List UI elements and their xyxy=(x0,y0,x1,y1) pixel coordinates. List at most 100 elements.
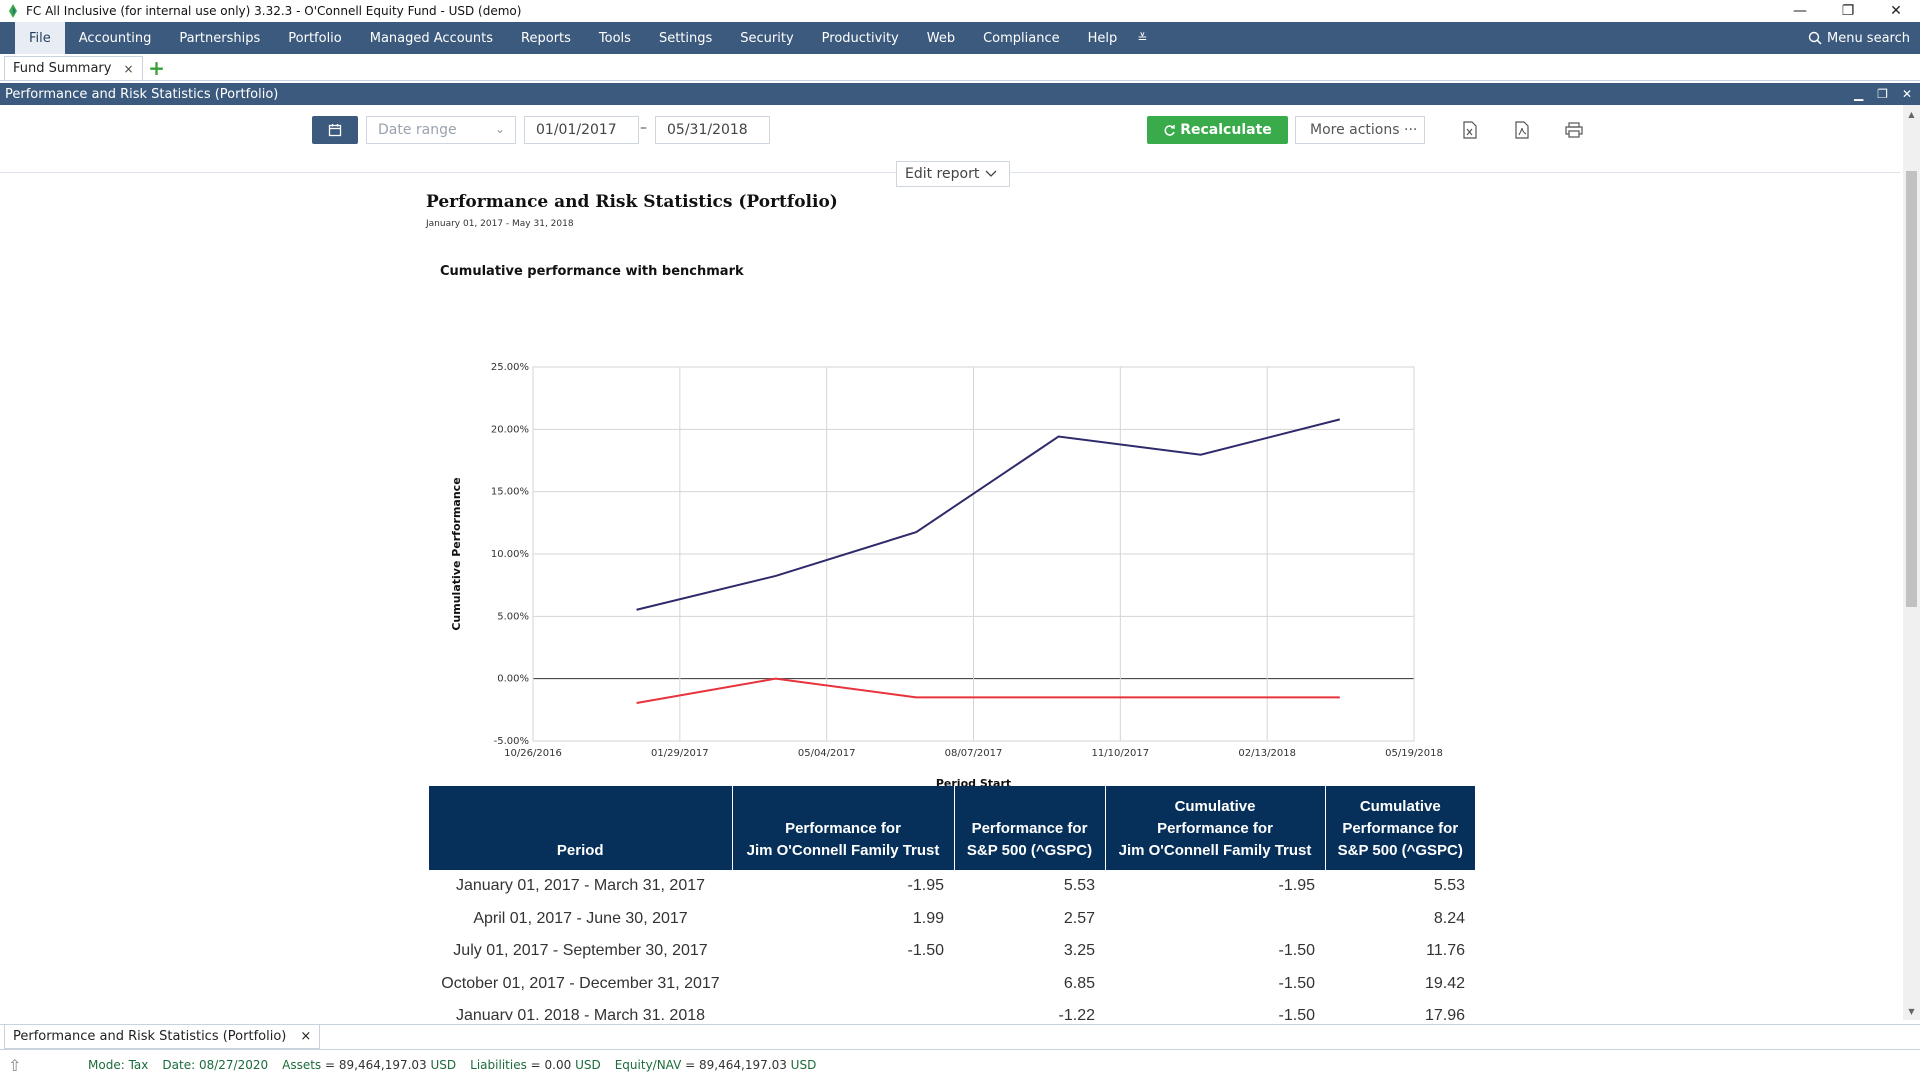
y-tick-label: 20.00% xyxy=(491,424,529,435)
x-tick-label: 08/07/2017 xyxy=(945,748,1003,759)
cell-cum-trust: -1.95 xyxy=(1278,877,1315,895)
export-pdf-icon[interactable] xyxy=(1510,118,1534,142)
arrow-up-icon[interactable]: ⇧ xyxy=(8,1055,22,1075)
more-actions-button[interactable]: More actions ··· xyxy=(1295,116,1425,144)
panel-title: Performance and Risk Statistics (Portfol… xyxy=(5,86,279,102)
menu-reports[interactable]: Reports xyxy=(521,30,571,46)
y-tick-label: 25.00% xyxy=(491,362,529,373)
table-row: April 01, 2017 - June 30, 2017 1.99 2.57… xyxy=(429,903,1475,936)
cell-cum-sp500: 19.42 xyxy=(1424,974,1465,992)
menu-productivity[interactable]: Productivity xyxy=(821,30,899,46)
series-line-trust xyxy=(636,677,1340,704)
x-tick-label: 02/13/2018 xyxy=(1238,748,1296,759)
cell-perf-sp500: -1.22 xyxy=(1058,1007,1095,1020)
date-range-select[interactable]: Date range ⌄ xyxy=(366,116,516,144)
minimize-icon[interactable]: — xyxy=(1793,3,1807,19)
series-line-sp500 xyxy=(636,418,1341,611)
x-tick-label: 05/19/2018 xyxy=(1385,748,1443,759)
cell-perf-trust: -1.95 xyxy=(907,877,944,895)
cell-period: April 01, 2017 - June 30, 2017 xyxy=(473,909,688,927)
status-mode: Mode: Tax xyxy=(88,1058,149,1072)
menu-partnerships[interactable]: Partnerships xyxy=(179,30,261,46)
x-tick-label: 11/10/2017 xyxy=(1092,748,1150,759)
menu-managed-accounts[interactable]: Managed Accounts xyxy=(369,30,494,46)
date-to-input[interactable]: 05/31/2018 xyxy=(655,116,770,144)
menu-compliance[interactable]: Compliance xyxy=(983,30,1060,46)
menu-help[interactable]: Help xyxy=(1087,30,1118,46)
date-separator: – xyxy=(640,120,647,136)
search-icon xyxy=(1808,31,1822,45)
report-subtitle: January 01, 2017 - May 31, 2018 xyxy=(426,219,574,229)
recalculate-button[interactable]: Recalculate xyxy=(1147,116,1288,144)
title-bar: FC All Inclusive (for internal use only)… xyxy=(0,0,1920,22)
tab-fund-summary[interactable]: Fund Summary × xyxy=(4,56,143,80)
tab-label: Fund Summary xyxy=(13,61,112,76)
col-header-cum-sp500: Cumulative Performance for S&P 500 (^GSPC) xyxy=(1325,786,1475,870)
bottom-tab-label: Performance and Risk Statistics (Portfol… xyxy=(13,1029,287,1044)
scroll-up-icon[interactable]: ▲ xyxy=(1908,109,1915,119)
y-tick-label: 0.00% xyxy=(497,674,529,685)
menu-portfolio[interactable]: Portfolio xyxy=(288,30,342,46)
export-excel-icon[interactable] xyxy=(1458,118,1482,142)
report-title: Performance and Risk Statistics (Portfol… xyxy=(426,192,838,212)
edit-report-label: Edit report xyxy=(905,166,980,182)
menu-file[interactable]: File xyxy=(15,22,65,54)
chevron-down-icon: ⌄ xyxy=(494,122,505,136)
y-axis-label: Cumulative Performance xyxy=(450,477,463,630)
status-bar: ⇧ Mode: Tax Date: 08/27/2020 Assets = 89… xyxy=(0,1049,1920,1080)
window-title: FC All Inclusive (for internal use only)… xyxy=(26,4,522,18)
scrollbar-thumb[interactable] xyxy=(1906,171,1917,607)
restore-icon[interactable]: ❐ xyxy=(1841,3,1855,19)
cell-cum-trust: -1.50 xyxy=(1278,1007,1315,1020)
cell-cum-trust: -1.50 xyxy=(1278,942,1315,960)
col-header-perf-trust: Performance for Jim O'Connell Family Trus… xyxy=(732,786,955,870)
add-tab-icon[interactable]: + xyxy=(148,56,165,80)
menu-security[interactable]: Security xyxy=(740,30,794,46)
cell-perf-trust: -1.50 xyxy=(907,942,944,960)
y-tick-label: 15.00% xyxy=(491,487,529,498)
menu-accounting[interactable]: Accounting xyxy=(78,30,152,46)
table-row: July 01, 2017 - September 30, 2017 -1.50… xyxy=(429,935,1475,968)
panel-header: Performance and Risk Statistics (Portfol… xyxy=(0,83,1920,105)
y-tick-label: -5.00% xyxy=(494,736,529,747)
print-icon[interactable] xyxy=(1562,118,1586,142)
cell-perf-trust xyxy=(732,968,954,1001)
cell-period: October 01, 2017 - December 31, 2017 xyxy=(441,974,720,992)
table-row: January 01, 2018 - March 31, 2018 -1.22 … xyxy=(429,1000,1475,1020)
edit-report-button[interactable]: Edit report xyxy=(896,161,1010,187)
close-icon[interactable]: ✕ xyxy=(1890,3,1902,19)
status-liabilities: Liabilities = 0.00 USD xyxy=(470,1058,601,1072)
tab-performance-risk[interactable]: Performance and Risk Statistics (Portfol… xyxy=(4,1025,321,1049)
scroll-down-icon[interactable]: ▼ xyxy=(1908,1006,1915,1016)
app-logo-icon xyxy=(9,4,17,18)
menu-settings[interactable]: Settings xyxy=(658,30,713,46)
cell-cum-sp500: 8.24 xyxy=(1433,909,1465,927)
calendar-icon xyxy=(328,124,342,137)
cell-cum-sp500: 11.76 xyxy=(1426,942,1465,960)
table-row: January 01, 2017 - March 31, 2017 -1.95 … xyxy=(429,870,1475,903)
col-header-perf-sp500: Performance for S&P 500 (^GSPC) xyxy=(954,786,1106,870)
cell-period: January 01, 2018 - March 31, 2018 xyxy=(455,1007,706,1020)
recalculate-label: Recalculate xyxy=(1180,122,1272,138)
panel-close-icon[interactable]: ✕ xyxy=(1901,87,1912,101)
date-from-input[interactable]: 01/01/2017 xyxy=(524,116,639,144)
status-assets: Assets = 89,464,197.03 USD xyxy=(282,1058,457,1072)
menu-more-icon[interactable]: ≚ xyxy=(1137,31,1148,45)
panel-restore-icon[interactable]: ❐ xyxy=(1877,87,1888,101)
menu-tools[interactable]: Tools xyxy=(598,30,631,46)
menu-search-button[interactable]: Menu search xyxy=(1808,22,1910,54)
table-row: October 01, 2017 - December 31, 2017 6.8… xyxy=(429,968,1475,1001)
col-header-period: Period xyxy=(429,786,733,870)
vertical-scrollbar[interactable]: ▲ ▼ xyxy=(1903,105,1920,1020)
chart-title: Cumulative performance with benchmark xyxy=(440,264,744,279)
report-toolbar: Date range ⌄ 01/01/2017 – 05/31/2018 Rec… xyxy=(0,105,1900,187)
x-tick-label: 10/26/2016 xyxy=(504,748,562,759)
bottom-tab-close-icon[interactable]: × xyxy=(300,1029,312,1044)
calendar-button[interactable] xyxy=(312,116,358,144)
tab-close-icon[interactable]: × xyxy=(123,61,134,76)
cell-perf-trust: 1.99 xyxy=(912,909,944,927)
report-content: Performance and Risk Statistics (Portfol… xyxy=(0,174,1903,1020)
cell-perf-sp500: 2.57 xyxy=(1063,909,1095,927)
menu-web[interactable]: Web xyxy=(926,30,956,46)
panel-minimize-icon[interactable]: ▁ xyxy=(1853,87,1864,101)
